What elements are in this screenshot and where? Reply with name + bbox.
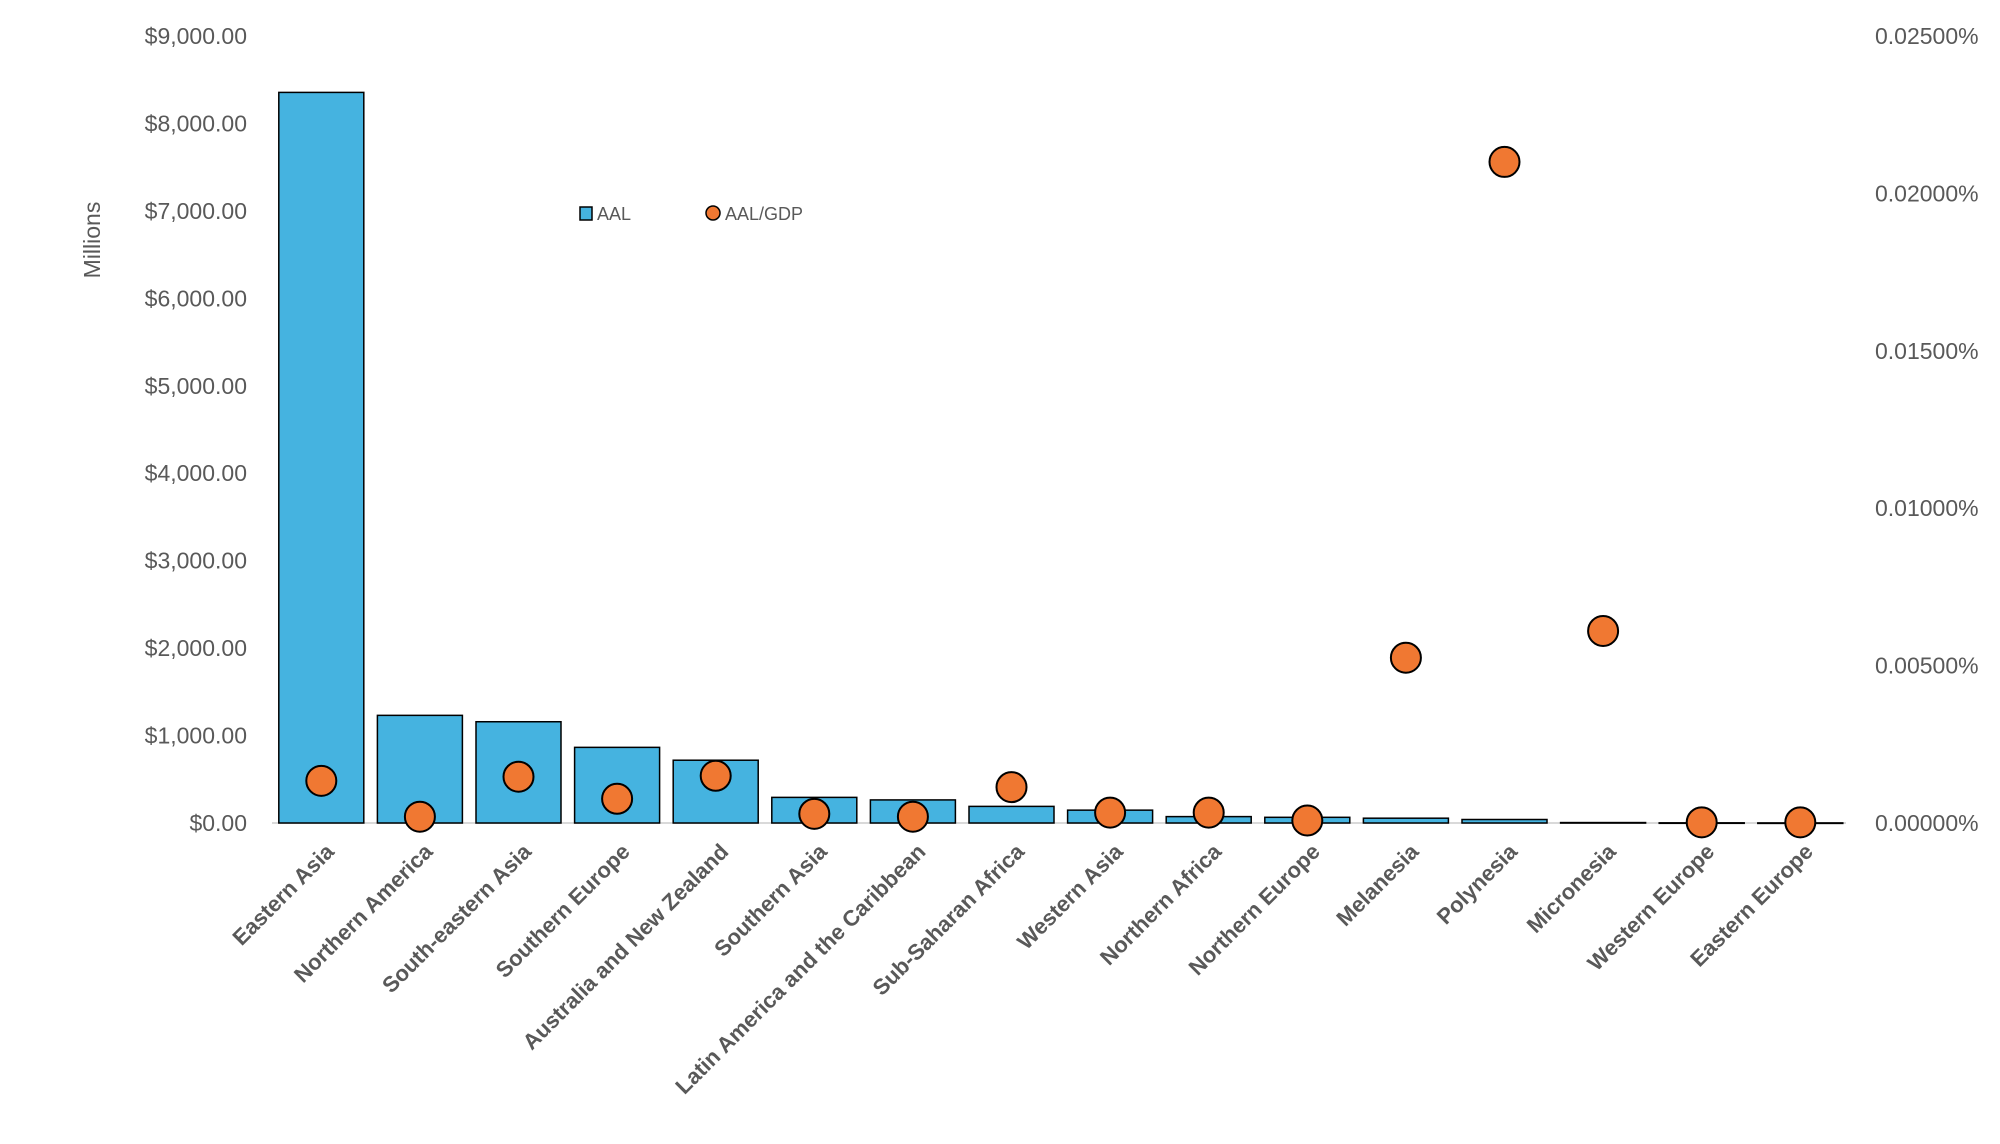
right-tick-label: 0.00000% — [1875, 810, 1979, 836]
left-tick-label: $2,000.00 — [145, 635, 247, 661]
category-label: Polynesia — [1432, 838, 1523, 929]
aal-gdp-point — [699, 759, 732, 792]
legend: AAL AAL/GDP — [579, 204, 803, 224]
aal-bars — [278, 91, 1844, 825]
category-label: Eastern Asia — [227, 838, 339, 950]
aal-gdp-point — [1488, 145, 1521, 178]
left-tick-label: $4,000.00 — [145, 460, 247, 486]
aal-gdp-point — [798, 797, 831, 830]
aal-gdp-point — [1192, 796, 1225, 829]
category-label: Melanesia — [1331, 838, 1424, 931]
bar — [968, 805, 1055, 824]
aal-gdp-point — [1094, 796, 1127, 829]
left-tick-label: $6,000.00 — [145, 285, 247, 311]
left-tick-label: $5,000.00 — [145, 373, 247, 399]
right-tick-label: 0.01000% — [1875, 495, 1979, 521]
aal-gdp-point — [1685, 806, 1718, 839]
left-tick-label: $9,000.00 — [145, 23, 247, 49]
right-tick-label: 0.01500% — [1875, 338, 1979, 364]
right-tick-label: 0.02000% — [1875, 180, 1979, 206]
left-tick-label: $8,000.00 — [145, 110, 247, 136]
aal-gdp-point — [502, 760, 535, 793]
aal-gdp-point — [403, 800, 436, 833]
category-label: Australia and New Zealand — [518, 839, 734, 1055]
aal-gdp-point — [1784, 806, 1817, 839]
bar — [278, 91, 365, 824]
legend-aal-swatch — [579, 206, 593, 221]
legend-aal-gdp-marker — [705, 205, 721, 221]
left-axis: $0.00 $1,000.00 $2,000.00 $3,000.00 $4,000.0… — [145, 23, 247, 836]
aal-gdp-point — [995, 771, 1028, 804]
bar — [1461, 818, 1548, 824]
aal-gdp-point — [601, 782, 634, 815]
aal-gdp-point — [1291, 804, 1324, 837]
right-tick-label: 0.02500% — [1875, 23, 1979, 49]
legend-aal-label: AAL — [597, 204, 631, 224]
right-tick-label: 0.00500% — [1875, 653, 1979, 679]
aal-gdp-point — [305, 764, 338, 797]
bar — [1559, 821, 1647, 824]
y-axis-title: Millions — [79, 202, 105, 279]
aal-gdp-point — [896, 800, 929, 833]
right-axis: 0.00000% 0.00500% 0.01000% 0.01500% 0.02000%… — [1875, 23, 1979, 836]
aal-gdp-point — [1389, 641, 1422, 674]
aal-gdp-point — [1587, 614, 1620, 647]
left-tick-label: $7,000.00 — [145, 198, 247, 224]
legend-aal-gdp-label: AAL/GDP — [725, 204, 803, 224]
left-tick-label: $0.00 — [189, 810, 247, 836]
left-tick-label: $3,000.00 — [145, 548, 247, 574]
category-label: Micronesia — [1522, 838, 1621, 937]
bar — [1362, 817, 1450, 824]
aal-gdp-points — [305, 145, 1817, 839]
left-tick-label: $1,000.00 — [145, 723, 247, 749]
